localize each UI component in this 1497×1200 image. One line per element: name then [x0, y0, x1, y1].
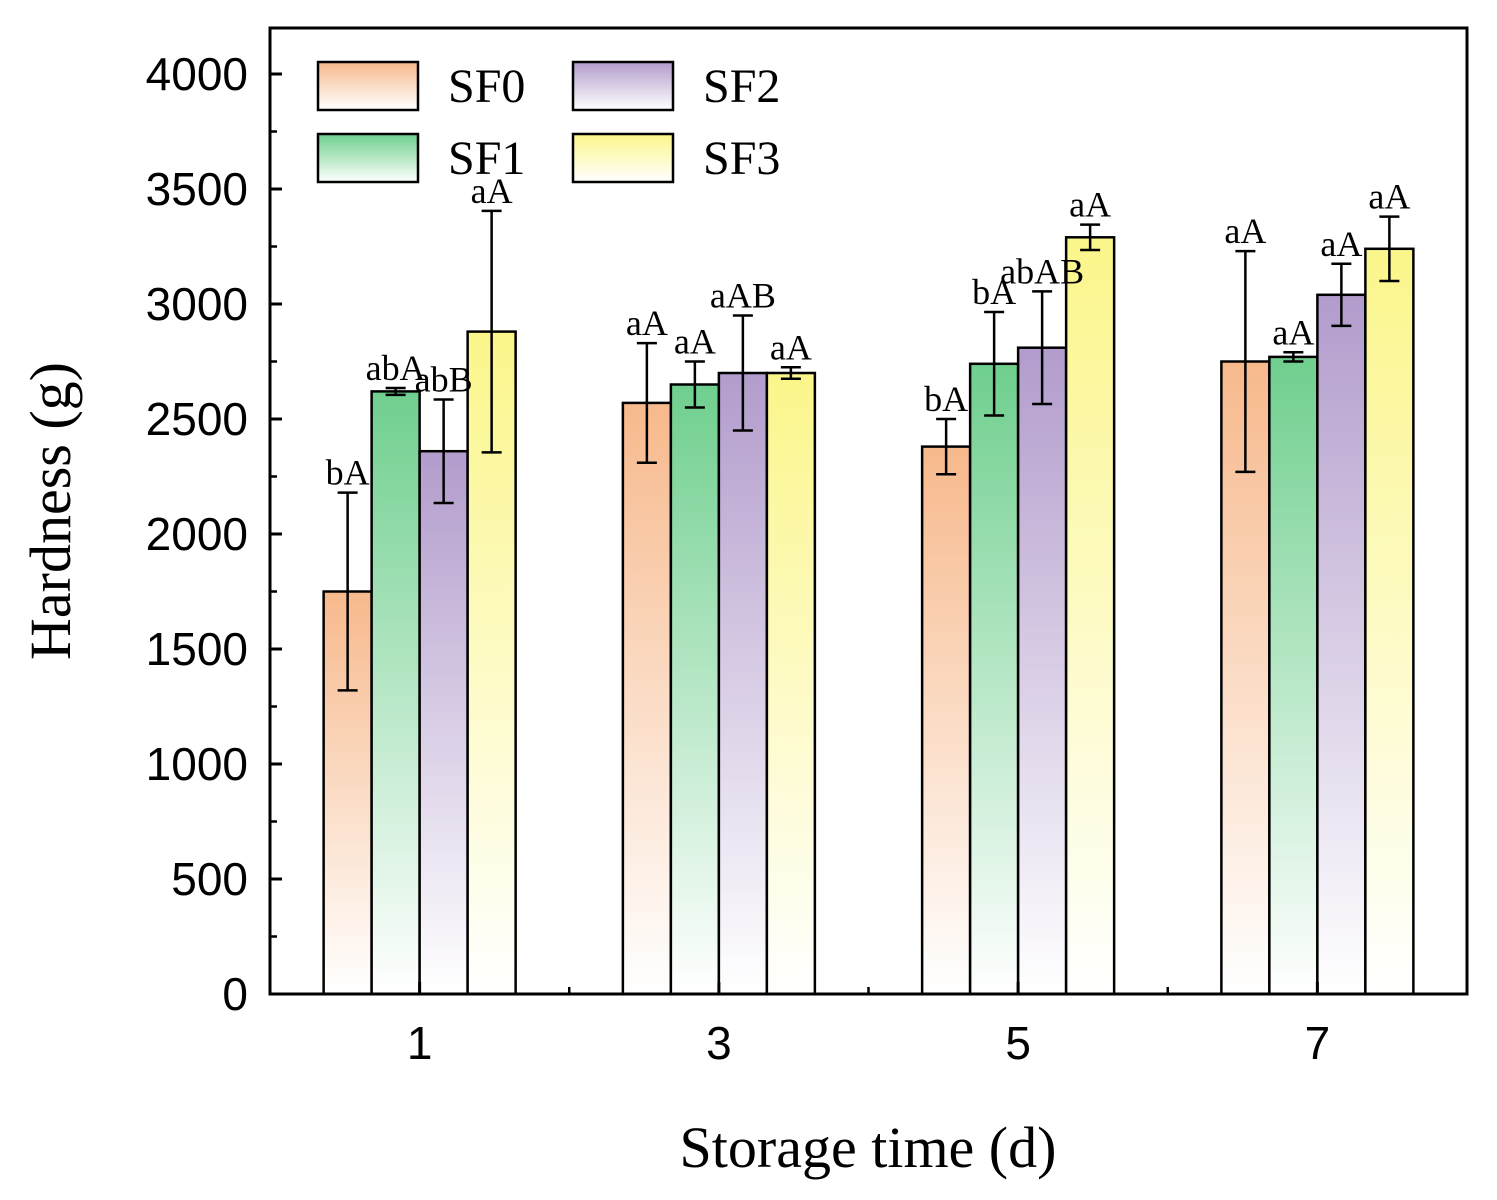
- error-bar-sf1-day-1: [385, 386, 406, 397]
- error-bar-sf2-day-5: [1032, 290, 1053, 406]
- y-axis: 0 500 1000 1500 2000 2500 3000 3500 4000: [146, 48, 282, 1020]
- x-axis: 1 3 5 7: [407, 982, 1330, 1069]
- significance-label-sf3-day-1: aA: [471, 171, 513, 211]
- significance-label-sf1-day-1: abA: [366, 348, 426, 388]
- error-bar-sf0-day-7: [1235, 249, 1256, 474]
- error-bar-sf3-day-3: [780, 366, 801, 380]
- y-tick-label: 500: [171, 853, 248, 905]
- significance-label-sf1-day-5: bA: [972, 272, 1016, 312]
- y-tick-label: 1000: [146, 738, 248, 790]
- error-bar-sf1-day-3: [684, 360, 705, 409]
- bar-sf1-day-3: [669, 383, 721, 996]
- y-tick-label: 2000: [146, 508, 248, 560]
- error-bar-sf0-day-3: [636, 341, 657, 464]
- error-bar-sf3-day-1: [481, 209, 502, 454]
- bar-sf1-day-1: [370, 390, 421, 996]
- x-tick-label: 1: [407, 1017, 433, 1069]
- significance-label-sf2-day-3: aAB: [710, 276, 776, 316]
- x-tick-label: 5: [1005, 1017, 1031, 1069]
- significance-label-sf2-day-7: aA: [1320, 224, 1362, 264]
- legend-label-sf1: SF1: [448, 132, 525, 185]
- bar-sf2-day-3: [717, 371, 769, 996]
- significance-label-sf0-day-7: aA: [1224, 211, 1266, 251]
- legend-swatch-sf3: [571, 132, 675, 184]
- legend-label-sf3: SF3: [703, 132, 780, 185]
- error-bar-sf3-day-7: [1379, 215, 1400, 283]
- x-tick-label: 7: [1305, 1017, 1331, 1069]
- bar-sf2-day-1: [418, 449, 469, 996]
- legend-label-sf2: SF2: [703, 60, 780, 113]
- legend-label-sf0: SF0: [448, 60, 525, 113]
- significance-label-sf2-day-1: abB: [415, 359, 473, 399]
- error-bar-sf2-day-7: [1331, 262, 1352, 328]
- significance-label-sf0-day-5: bA: [924, 379, 968, 419]
- significance-label-sf0-day-3: aA: [626, 303, 668, 343]
- significance-label-sf1-day-7: aA: [1272, 312, 1314, 352]
- legend-item-sf0: SF0: [316, 60, 525, 113]
- legend-item-sf1: SF1: [316, 132, 525, 185]
- bar-sf1-day-7: [1268, 355, 1319, 996]
- bar-sf3-day-7: [1364, 247, 1415, 996]
- bar-sf2-day-7: [1316, 293, 1367, 996]
- bars-layer: [322, 236, 1415, 996]
- legend-item-sf2: SF2: [571, 60, 780, 113]
- error-bar-sf1-day-7: [1283, 351, 1304, 363]
- y-tick-label: 3500: [146, 163, 248, 215]
- error-bars-layer: [337, 209, 1400, 692]
- legend-swatch-sf1: [316, 132, 420, 184]
- significance-label-sf3-day-7: aA: [1368, 177, 1410, 217]
- significance-label-sf1-day-3: aA: [674, 322, 716, 362]
- error-bar-sf2-day-3: [732, 314, 753, 432]
- significance-label-sf3-day-3: aA: [770, 327, 812, 367]
- legend: SF0 SF1 SF2 SF3: [316, 60, 780, 185]
- y-tick-label: 2500: [146, 393, 248, 445]
- legend-swatch-sf0: [316, 60, 420, 112]
- significance-label-sf0-day-1: bA: [326, 453, 370, 493]
- bar-sf0-day-3: [621, 401, 673, 996]
- bar-sf2-day-5: [1016, 346, 1068, 996]
- significance-label-sf3-day-5: aA: [1069, 185, 1111, 225]
- error-bar-sf3-day-5: [1080, 223, 1101, 252]
- y-axis-title: Hardness (g): [18, 362, 83, 660]
- error-bar-sf0-day-1: [337, 491, 358, 692]
- error-bar-sf2-day-1: [433, 398, 454, 505]
- significance-label-sf2-day-5: abAB: [1000, 251, 1084, 291]
- y-tick-label: 1500: [146, 623, 248, 675]
- bar-sf3-day-5: [1064, 236, 1116, 996]
- y-tick-label: 4000: [146, 48, 248, 100]
- error-bar-sf0-day-5: [936, 417, 957, 476]
- error-bar-sf1-day-5: [984, 310, 1005, 417]
- bar-sf1-day-5: [968, 362, 1020, 996]
- bar-sf0-day-5: [920, 445, 972, 996]
- y-tick-label: 0: [222, 968, 248, 1020]
- y-tick-label: 3000: [146, 278, 248, 330]
- legend-item-sf3: SF3: [571, 132, 780, 185]
- x-tick-label: 3: [706, 1017, 732, 1069]
- bar-sf3-day-3: [765, 371, 817, 996]
- x-axis-title: Storage time (d): [680, 1115, 1057, 1180]
- legend-swatch-sf2: [571, 60, 675, 112]
